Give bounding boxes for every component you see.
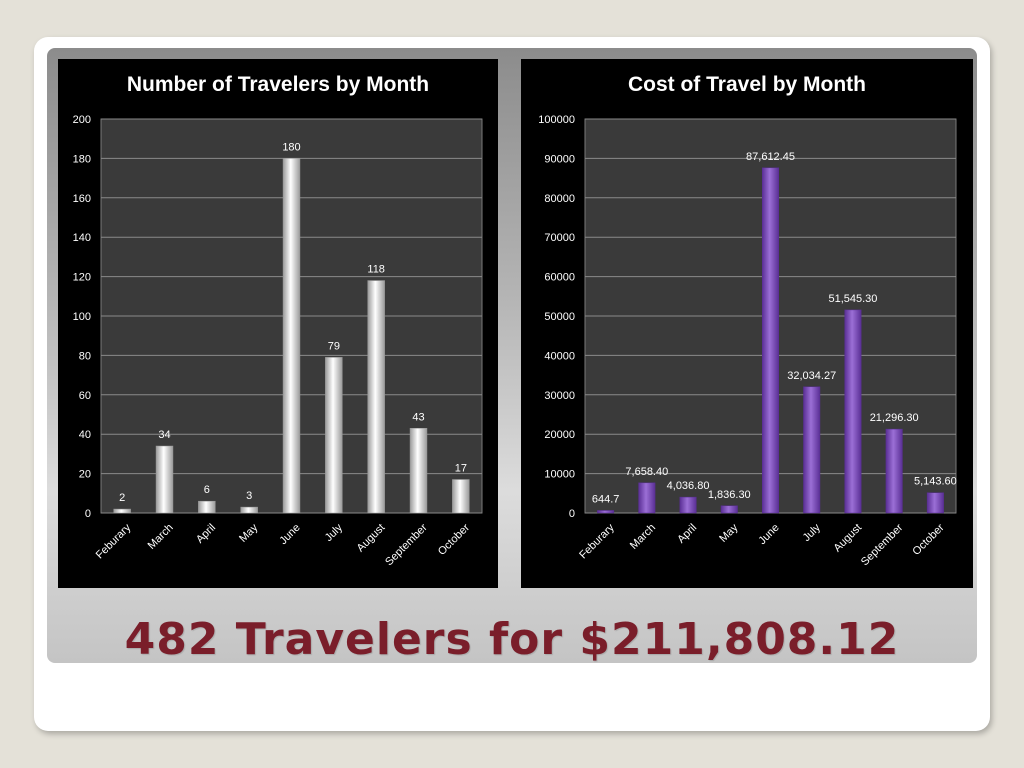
y-tick-label: 200 bbox=[73, 114, 91, 126]
x-tick-label: August bbox=[355, 522, 388, 555]
x-tick-label: October bbox=[910, 521, 946, 557]
y-tick-label: 40 bbox=[79, 429, 91, 441]
y-tick-label: 0 bbox=[85, 508, 91, 520]
bar-october bbox=[452, 479, 470, 514]
x-tick-label: May bbox=[237, 521, 261, 545]
y-tick-label: 50000 bbox=[544, 311, 575, 323]
bar-september bbox=[409, 428, 428, 514]
x-tick-label: June bbox=[277, 522, 302, 547]
data-label: 79 bbox=[328, 340, 340, 352]
y-tick-label: 30000 bbox=[544, 390, 575, 402]
data-label: 21,296.30 bbox=[870, 412, 919, 424]
data-label: 180 bbox=[282, 141, 300, 153]
data-label: 4,036.80 bbox=[667, 480, 710, 492]
y-tick-label: 10000 bbox=[544, 469, 575, 481]
x-tick-label: September bbox=[383, 521, 430, 568]
x-tick-label: April bbox=[675, 522, 699, 546]
data-label: 1,836.30 bbox=[708, 489, 751, 501]
travelers-chart: 0 20 40 60 80 100 120 140 160 180 200 2 Feburary 34 Ma… bbox=[58, 59, 498, 588]
y-tick-label: 20 bbox=[79, 469, 91, 481]
bar-june bbox=[762, 167, 779, 514]
data-label: 43 bbox=[412, 411, 424, 423]
y-tick-label: 0 bbox=[569, 508, 575, 520]
bar-september bbox=[885, 428, 903, 514]
bar-july bbox=[325, 357, 343, 514]
x-tick-label: March bbox=[146, 522, 176, 552]
y-tick-label: 100000 bbox=[538, 114, 575, 126]
data-label: 17 bbox=[455, 463, 467, 475]
y-tick-label: 160 bbox=[73, 193, 91, 205]
data-label: 5,143.60 bbox=[914, 476, 957, 488]
bar-august bbox=[844, 309, 862, 514]
x-tick-label: March bbox=[628, 522, 658, 552]
y-tick-label: 100 bbox=[73, 311, 91, 323]
bar-march bbox=[155, 445, 174, 514]
cost-chart-title: Cost of Travel by Month bbox=[627, 73, 866, 96]
bar-june bbox=[282, 158, 301, 514]
x-tick-label: June bbox=[756, 522, 781, 547]
x-tick-label: October bbox=[436, 521, 472, 557]
x-tick-label: July bbox=[801, 521, 824, 544]
x-tick-label: Feburary bbox=[94, 521, 134, 561]
bar-april bbox=[679, 496, 697, 514]
cost-chart: 0 10000 20000 30000 40000 50000 60000 70000 8000… bbox=[521, 59, 973, 588]
data-label: 51,545.30 bbox=[828, 293, 877, 305]
data-label: 87,612.45 bbox=[746, 151, 795, 163]
slide-headline: 482 Travelers for $211,808.12 bbox=[124, 614, 900, 665]
y-tick-label: 20000 bbox=[544, 429, 575, 441]
data-label: 32,034.27 bbox=[787, 370, 836, 382]
bar-may bbox=[240, 506, 258, 514]
y-tick-label: 80 bbox=[79, 350, 91, 362]
travelers-chart-title: Number of Travelers by Month bbox=[126, 73, 430, 96]
data-label: 6 bbox=[204, 484, 210, 496]
bar-april bbox=[198, 500, 216, 514]
x-tick-label: July bbox=[323, 521, 346, 544]
x-tick-label: May bbox=[717, 521, 741, 545]
data-label: 7,658.40 bbox=[625, 466, 668, 478]
bar-feburary bbox=[113, 508, 131, 514]
y-tick-label: 40000 bbox=[544, 350, 575, 362]
y-tick-label: 120 bbox=[73, 272, 91, 284]
x-tick-label: April bbox=[194, 522, 218, 546]
bar-feburary bbox=[597, 510, 615, 514]
y-tick-label: 60 bbox=[79, 390, 91, 402]
y-tick-label: 70000 bbox=[544, 232, 575, 244]
y-tick-label: 180 bbox=[73, 153, 91, 165]
cost-chart-svg: 0 10000 20000 30000 40000 50000 60000 70000 8000… bbox=[538, 114, 957, 568]
travelers-chart-svg: 0 20 40 60 80 100 120 140 160 180 200 2 Feburary 34 Ma… bbox=[73, 114, 483, 568]
x-tick-label: Feburary bbox=[577, 521, 617, 561]
bar-march bbox=[638, 482, 656, 514]
x-tick-label: August bbox=[831, 522, 864, 555]
bar-july bbox=[803, 386, 821, 514]
y-tick-label: 60000 bbox=[544, 272, 575, 284]
y-tick-label: 80000 bbox=[544, 193, 575, 205]
x-tick-label: September bbox=[859, 521, 906, 568]
data-label: 118 bbox=[367, 264, 385, 276]
bar-may bbox=[720, 505, 738, 514]
data-label: 2 bbox=[119, 492, 125, 504]
data-label: 644.7 bbox=[592, 493, 620, 505]
bar-october bbox=[926, 492, 944, 514]
y-tick-label: 90000 bbox=[544, 153, 575, 165]
data-label: 34 bbox=[158, 429, 170, 441]
y-tick-label: 140 bbox=[73, 232, 91, 244]
data-label: 3 bbox=[246, 490, 252, 502]
bar-august bbox=[367, 280, 385, 514]
